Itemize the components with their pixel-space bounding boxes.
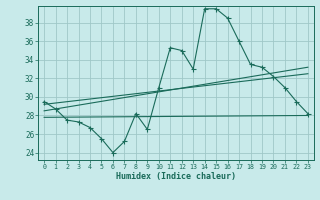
X-axis label: Humidex (Indice chaleur): Humidex (Indice chaleur) — [116, 172, 236, 181]
